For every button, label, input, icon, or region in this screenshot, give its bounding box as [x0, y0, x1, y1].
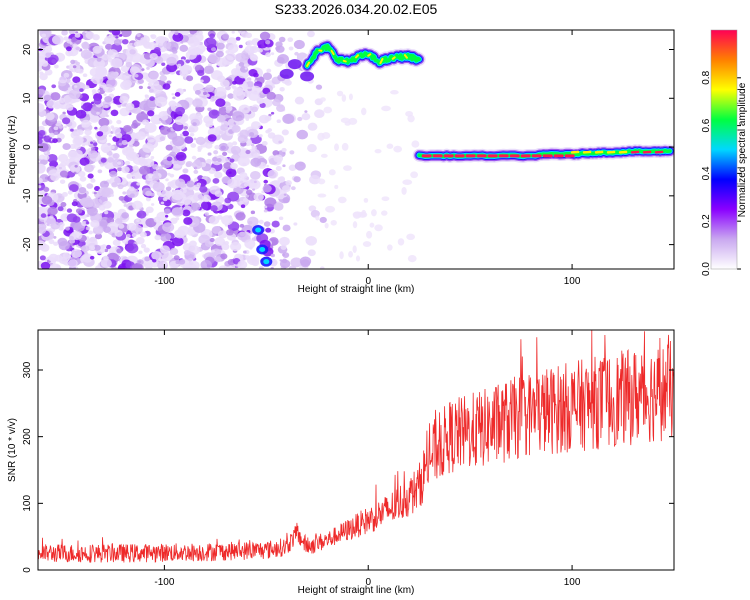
snr-panel: -100 0 100 0 100 200 300 Height of straight l…	[7, 329, 675, 596]
snr-y-tick-label: 300	[22, 361, 33, 378]
snr-x-ticks: -100 0 100	[154, 330, 581, 588]
upper-track-core	[397, 54, 402, 59]
snr-y-tick-label: 100	[22, 495, 33, 512]
upper-track-core	[379, 57, 384, 65]
snr-x-label: Height of straight line (km)	[298, 585, 415, 596]
upper-track-core	[403, 54, 408, 59]
spectrogram-blob-core	[259, 246, 266, 252]
upper-track-core	[361, 54, 366, 58]
spectrogram-y-tick-label: -20	[22, 237, 33, 252]
spectrogram-blob	[287, 59, 302, 70]
snr-y-tick-label: 0	[22, 567, 33, 573]
spectrogram-x-tick-label: 0	[365, 276, 371, 287]
upper-track-core	[342, 59, 347, 63]
snr-y-tick-label: 200	[22, 428, 33, 445]
colorbar-tick-label: 0.6	[701, 118, 712, 132]
colorbar: 0.0 0.2 0.4 0.6 0.8 Normalized spectral ampl…	[701, 29, 748, 276]
spectrogram-x-tick-label: 100	[564, 276, 581, 287]
upper-track-core	[355, 54, 360, 59]
upper-track-core	[306, 61, 311, 68]
snr-x-tick-label: 100	[564, 577, 581, 588]
colorbar-tick-label: 0.4	[701, 166, 712, 180]
spectrogram-blob-core	[263, 259, 270, 265]
figure-title: S233.2026.034.20.02.E05	[275, 1, 438, 17]
colorbar-label: Normalized spectral amplitude	[737, 82, 748, 217]
snr-y-ticks: 0 100 200 300	[22, 361, 674, 573]
colorbar-tick-label: 0.8	[701, 70, 712, 84]
spectrogram-x-ticks: -100 0 100	[154, 30, 581, 287]
spectrogram-y-label: Frequency (Hz)	[7, 116, 18, 185]
spectrogram-y-tick-label: 20	[22, 44, 33, 56]
snr-frame	[37, 329, 675, 571]
upper-track-core	[312, 51, 317, 59]
colorbar-gradient	[711, 30, 737, 269]
snr-y-label: SNR (10 * v/v)	[7, 418, 18, 482]
upper-track-core	[330, 49, 335, 56]
snr-x-tick-label: -100	[154, 577, 174, 588]
spectrogram-y-tick-label: -10	[22, 188, 33, 203]
colorbar-tick-label: 0.2	[701, 214, 712, 228]
spectrogram-x-label: Height of straight line (km)	[298, 284, 415, 295]
spectrogram-noise	[38, 30, 420, 269]
spectrogram-y-tick-label: 0	[22, 144, 33, 150]
upper-track-core	[373, 55, 378, 62]
spectrogram-y-ticks: -20 -10 0 10 20	[22, 44, 674, 252]
spectrogram-blob	[279, 68, 294, 79]
spectrogram-x-tick-label: -100	[154, 276, 174, 287]
spectrogram-blob-core	[255, 227, 262, 233]
colorbar-ticks: 0.0 0.2 0.4 0.6 0.8	[701, 29, 741, 276]
spectrogram-y-tick-label: 10	[22, 92, 33, 104]
spectrogram-blob	[300, 71, 315, 82]
spectrogram-frame	[37, 29, 675, 270]
snr-series-line	[38, 330, 674, 563]
colorbar-tick-label: 0.0	[701, 262, 712, 276]
spectrogram-tracks	[252, 39, 674, 267]
upper-track-core	[391, 56, 396, 60]
snr-x-tick-label: 0	[365, 577, 371, 588]
upper-track-core	[336, 57, 341, 61]
upper-track-core	[367, 53, 372, 57]
